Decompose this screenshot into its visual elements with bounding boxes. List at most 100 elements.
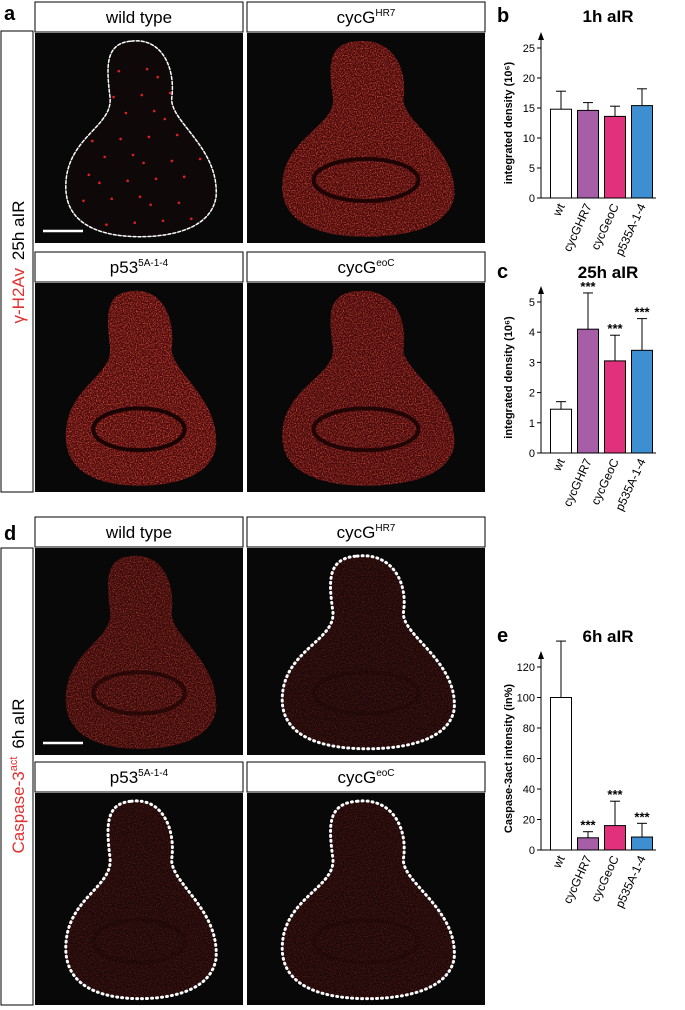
chart-title: 6h aIR (582, 627, 633, 646)
y-axis-label: Caspase-3act intensity (in%) (503, 684, 515, 833)
title-base: cycG (337, 768, 376, 787)
y-tick-label: 3 (529, 357, 535, 369)
title-base: cycG (337, 523, 376, 542)
bar (550, 408, 572, 454)
speck-dot (156, 75, 160, 79)
tissue-fold (91, 918, 187, 965)
bar (604, 115, 626, 199)
chart-title: 25h aIR (578, 263, 638, 282)
y-tick-label: 10 (523, 133, 535, 145)
speck-dot (170, 159, 174, 163)
speck-dot (163, 117, 167, 121)
panel-label: d (4, 523, 16, 545)
image-title: wild type (105, 8, 172, 27)
y-tick-label: 2 (529, 388, 535, 400)
speck-dot (124, 111, 128, 115)
title-sup: HR7 (375, 523, 395, 534)
speck-dot (142, 161, 145, 165)
y-tick-label: 1 (529, 418, 535, 430)
image-title: cycGHR7 (337, 8, 396, 27)
axis-arrow (538, 286, 544, 294)
outline (66, 41, 216, 237)
x-tick-label: wt (550, 853, 568, 871)
speck-dot (161, 219, 165, 223)
bar (604, 825, 626, 851)
speck-dot (133, 221, 137, 225)
speck-dot (154, 177, 158, 181)
speck-dot (117, 69, 121, 73)
tissue-fold (91, 406, 187, 453)
title-base: p53 (110, 258, 138, 277)
tissue-fold (311, 406, 421, 453)
y-tick-label: 80 (523, 723, 535, 735)
speck-dot (147, 135, 151, 139)
image-title-box (34, 251, 244, 283)
bar (631, 349, 653, 454)
y-tick-label: 5 (529, 163, 535, 175)
row-label: γ-H2Av 25h aIR (9, 201, 28, 324)
speck-dot (82, 199, 85, 203)
significance: *** (607, 787, 623, 802)
stain: Caspase-3 (9, 771, 28, 853)
image-title-box (34, 516, 244, 548)
bar (577, 328, 599, 454)
row-label-box (0, 30, 34, 493)
speck-dot (110, 197, 114, 201)
speck-dot (175, 133, 179, 137)
significance: *** (634, 809, 650, 824)
speck-dot (182, 175, 186, 179)
bar (550, 697, 572, 851)
bar (550, 108, 572, 199)
image-title: cycGeoC (337, 768, 394, 787)
y-axis-label: integrated density (10⁶) (503, 316, 515, 439)
image-title-box (246, 1, 486, 33)
bar (577, 837, 599, 851)
speck-dot (190, 217, 193, 221)
image-title-box (34, 761, 244, 793)
speck-dot (149, 203, 152, 207)
speck-dot (103, 155, 106, 159)
time: 6h aIR (9, 699, 28, 749)
speck-dot (98, 181, 101, 185)
outline (282, 556, 454, 749)
time: 25h aIR (9, 201, 28, 261)
title-base: cycG (337, 8, 376, 27)
panel-label: b (497, 5, 509, 27)
y-tick-label: 120 (517, 662, 535, 674)
y-tick-label: 100 (517, 693, 535, 705)
significance: *** (634, 305, 650, 320)
tissue-fold (311, 670, 421, 716)
title-base: wild type (105, 523, 172, 542)
speck-dot (105, 223, 108, 227)
y-axis-label: integrated density (10⁶) (503, 61, 515, 184)
title-sup: eoC (376, 768, 394, 779)
chart-title: 1h aIR (582, 7, 633, 26)
y-tick-label: 40 (523, 784, 535, 796)
title-sup: eoC (376, 258, 394, 269)
panel-label: e (497, 625, 508, 647)
speck-dot (145, 67, 149, 71)
axis-arrow (538, 32, 544, 40)
speck-dot (112, 95, 115, 99)
outline (282, 801, 454, 999)
y-tick-label: 0 (529, 845, 535, 857)
image-title-box (246, 251, 486, 283)
image-title-box (246, 761, 486, 793)
speck-dot (198, 157, 202, 161)
title-base: p53 (110, 768, 138, 787)
y-tick-label: 20 (523, 73, 535, 85)
tissue-fold (311, 157, 421, 203)
image-title: p535A-1-4 (110, 768, 169, 787)
speck-dot (91, 139, 94, 143)
speck-dot (177, 201, 181, 205)
image-title: cycGHR7 (337, 523, 396, 542)
speck-dot (140, 93, 144, 97)
y-tick-label: 4 (529, 327, 535, 339)
bar (577, 109, 599, 199)
image-title-box (34, 1, 244, 33)
speck-dot (152, 109, 156, 113)
y-tick-label: 0 (529, 448, 535, 460)
panel-label: a (4, 3, 16, 25)
title-sup: HR7 (375, 8, 395, 19)
